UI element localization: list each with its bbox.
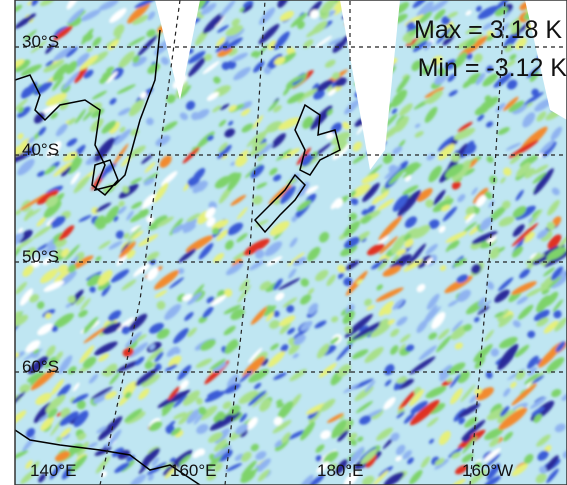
- lon-label: 180°E: [317, 461, 364, 480]
- map: 30°S 40°S 50°S 60°S 140°E 160°E 180°E 16…: [0, 0, 567, 485]
- lon-label: 160°E: [170, 461, 217, 480]
- lat-label: 60°S: [22, 357, 59, 376]
- lat-label: 50°S: [22, 247, 59, 266]
- lon-label: 160°W: [462, 461, 513, 480]
- lon-label: 140°E: [30, 461, 77, 480]
- max-annotation: Max = 3.18 K: [414, 16, 562, 44]
- lat-label: 40°S: [22, 140, 59, 159]
- min-annotation: Min = -3.12 K: [418, 54, 567, 82]
- lat-label: 30°S: [22, 32, 59, 51]
